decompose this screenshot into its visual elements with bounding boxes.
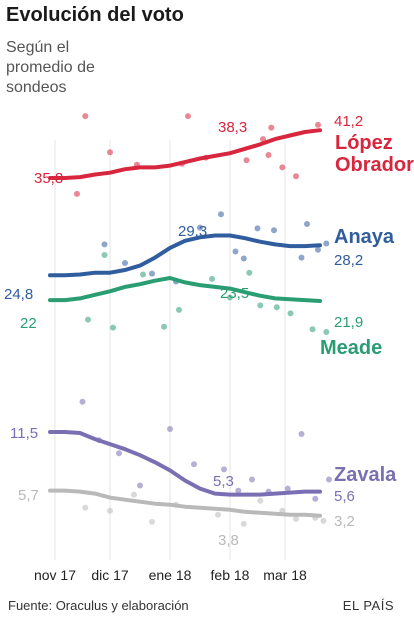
series-name-label: López xyxy=(335,132,393,154)
poll-dot xyxy=(137,482,143,489)
series-name-label: Meade xyxy=(320,337,382,359)
poll-dot xyxy=(271,227,277,234)
series-end-label: 5,6 xyxy=(334,488,355,505)
series-end-label: 41,2 xyxy=(334,113,363,130)
series-mid-label: 3,8 xyxy=(218,532,239,549)
series-name-label: Zavala xyxy=(334,464,397,486)
poll-dot xyxy=(161,323,167,330)
chart-title: Evolución del voto xyxy=(6,4,184,26)
poll-dot xyxy=(243,157,250,164)
poll-dot xyxy=(107,507,113,514)
series-start-label: 22 xyxy=(20,315,37,332)
series-end-label: 3,2 xyxy=(334,513,355,530)
poll-dot xyxy=(315,121,321,128)
series-line xyxy=(48,233,322,278)
poll-dot xyxy=(140,271,146,278)
poll-dot xyxy=(279,164,286,171)
series-mid-label: 38,3 xyxy=(218,119,247,136)
poll-dot xyxy=(85,316,91,323)
chart-subtitle: Según el promedio de sondeos xyxy=(6,39,95,96)
x-tick-label: nov 17 xyxy=(34,567,76,583)
poll-dot xyxy=(293,173,299,180)
poll-dot xyxy=(257,302,264,309)
series-mid-label: 29,3 xyxy=(178,223,207,240)
poll-dot xyxy=(215,511,221,518)
poll-dot xyxy=(284,485,291,492)
poll-dot xyxy=(309,326,316,333)
poll-dot xyxy=(110,324,116,331)
poll-dot xyxy=(221,466,227,473)
poll-dot xyxy=(246,269,253,276)
poll-dot xyxy=(79,398,86,405)
x-tick-label: ene 18 xyxy=(149,567,192,583)
poll-dot xyxy=(326,476,332,483)
x-tick-label: mar 18 xyxy=(263,567,307,583)
x-tick-label: dic 17 xyxy=(91,567,129,583)
poll-dot xyxy=(209,275,215,282)
poll-dot xyxy=(82,504,89,511)
brand-logo: EL PAÍS xyxy=(342,598,394,613)
series-end-label: 21,9 xyxy=(334,314,363,331)
poll-dot xyxy=(298,431,305,437)
series-start-label: 35,8 xyxy=(34,170,63,187)
poll-dot xyxy=(122,260,128,266)
poll-dot xyxy=(323,240,330,247)
poll-dot xyxy=(298,254,305,261)
poll-dot xyxy=(240,520,247,527)
poll-dot xyxy=(82,113,89,120)
poll-dot xyxy=(293,515,299,522)
series-start-label: 5,7 xyxy=(18,487,39,504)
poll-dot xyxy=(149,270,155,277)
poll-dot xyxy=(232,248,239,255)
poll-dot xyxy=(273,304,280,311)
x-tick-label: feb 18 xyxy=(211,567,250,583)
source-note: Fuente: Oraculus y elaboración xyxy=(8,598,189,613)
poll-dot xyxy=(191,461,197,468)
poll-dot xyxy=(101,252,108,258)
series-start-label: 24,8 xyxy=(4,286,33,303)
series-mid-label: 23,5 xyxy=(220,285,249,302)
poll-dot xyxy=(197,224,203,231)
poll-dot xyxy=(185,113,191,120)
poll-dot xyxy=(249,476,255,483)
series-mid-label: 5,3 xyxy=(213,473,234,490)
poll-dot xyxy=(312,495,319,502)
series-line xyxy=(48,276,322,303)
poll-dot xyxy=(101,241,108,248)
poll-dot xyxy=(240,255,247,262)
poll-dot xyxy=(176,306,182,313)
poll-dot xyxy=(116,450,122,457)
poll-dot xyxy=(287,310,294,317)
series-name-label: Obrador xyxy=(335,154,414,176)
series-name-label: Anaya xyxy=(334,226,395,248)
poll-dot xyxy=(257,497,264,504)
poll-dot xyxy=(131,491,137,498)
series-line xyxy=(48,488,322,518)
poll-dot xyxy=(167,426,173,432)
series-line xyxy=(48,430,322,497)
poll-dot xyxy=(235,487,242,494)
poll-dot xyxy=(107,149,113,156)
series-start-label: 11,5 xyxy=(10,425,38,442)
poll-dot xyxy=(260,136,266,143)
poll-dot xyxy=(320,517,327,524)
poll-dot xyxy=(218,211,224,218)
poll-dot xyxy=(74,190,80,197)
series-line xyxy=(48,128,322,180)
poll-dot xyxy=(149,518,155,525)
series-end-label: 28,2 xyxy=(334,252,363,269)
poll-dot xyxy=(304,221,310,227)
poll-dot xyxy=(315,246,321,253)
poll-dot xyxy=(265,152,272,158)
poll-dot xyxy=(268,124,275,131)
poll-dot xyxy=(227,294,233,301)
poll-dot xyxy=(323,329,330,335)
poll-dot xyxy=(254,225,261,232)
